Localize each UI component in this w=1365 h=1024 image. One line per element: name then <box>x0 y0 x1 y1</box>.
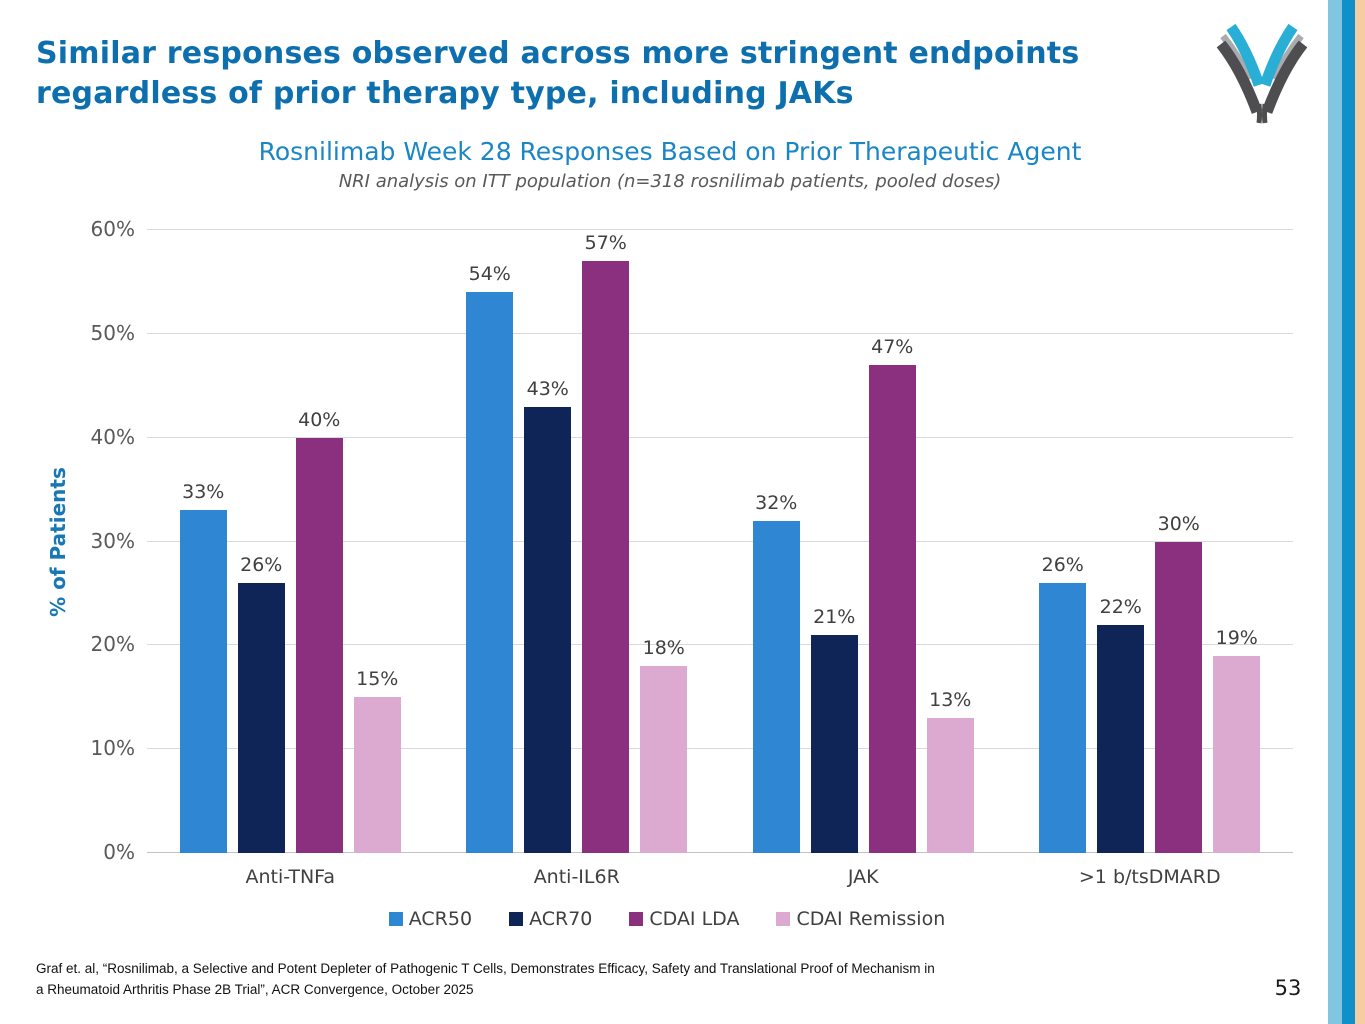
plot-area: 33% 26% 40% 15% 54% 43% 57% 18% 32% 21% 47% 13% 26% 2… <box>147 229 1293 853</box>
y-tick-label: 50% <box>90 320 135 345</box>
y-tick-label: 0% <box>103 840 135 864</box>
bar-value-label: 21% <box>813 605 856 628</box>
bar: 54% <box>466 263 514 853</box>
bar: 13% <box>926 689 974 853</box>
gridline <box>147 229 1293 230</box>
legend-label: ACR70 <box>529 908 593 930</box>
company-logo-icon <box>1216 23 1308 124</box>
page-title: Similar responses observed across more s… <box>36 34 1201 113</box>
chart-title: Rosnilimab Week 28 Responses Based on Pr… <box>258 137 1082 166</box>
y-ticks: 0% 10% 20% 30% 40% 50% 60% <box>20 217 135 864</box>
legend-swatch-icon <box>388 912 403 926</box>
x-category-label: >1 b/tsDMARD <box>1078 866 1221 888</box>
bar: 43% <box>524 378 572 853</box>
x-category-label: JAK <box>847 866 879 888</box>
bar-value-label: 33% <box>182 481 225 504</box>
bar-groups: 33% 26% 40% 15% 54% 43% 57% 18% 32% 21% 47% 13% 26% 2… <box>147 230 1293 853</box>
y-tick-label: 30% <box>90 528 135 553</box>
y-tick-label: 10% <box>90 736 135 761</box>
gridline <box>147 852 1293 853</box>
legend-swatch-icon <box>776 912 791 926</box>
page-number: 53 <box>1274 976 1302 1000</box>
gridline <box>147 436 1293 438</box>
bar-value-label: 30% <box>1157 512 1200 535</box>
bar-value-label: 18% <box>642 637 685 660</box>
bar-group: 33% 26% 40% 15% <box>147 230 434 853</box>
bar-value-label: 13% <box>929 689 972 712</box>
page-title-line1: Similar responses observed across more s… <box>36 36 1080 71</box>
bar: 15% <box>353 668 401 853</box>
gridline <box>147 748 1293 750</box>
bar: 33% <box>179 481 227 853</box>
edge-stripe-tan <box>1355 0 1365 1024</box>
edge-stripe-blue <box>1342 0 1355 1024</box>
page-title-line2: regardless of prior therapy type, includ… <box>36 75 854 111</box>
x-category-label: Anti-IL6R <box>533 866 620 888</box>
bar: 22% <box>1097 596 1145 853</box>
bar: 32% <box>752 492 800 853</box>
bar-value-label: 57% <box>584 232 627 255</box>
bar: 21% <box>810 606 858 853</box>
x-axis-categories: Anti-TNFa Anti-IL6R JAK >1 b/tsDMARD <box>147 866 1293 888</box>
legend-item: ACR70 <box>509 908 592 930</box>
legend-swatch-icon <box>629 912 644 926</box>
x-category-label: Anti-TNFa <box>245 866 336 888</box>
bar: 18% <box>640 637 688 853</box>
legend-item: CDAI Remission <box>776 908 945 930</box>
legend-swatch-icon <box>509 912 524 926</box>
bar-value-label: 26% <box>1041 554 1084 577</box>
y-tick-label: 60% <box>90 217 135 241</box>
bar: 30% <box>1155 513 1203 853</box>
bar-value-label: 40% <box>298 408 341 431</box>
y-tick-label: 20% <box>90 632 135 657</box>
footer-citation: Graf et. al, “Rosnilimab, a Selective an… <box>36 959 1186 1001</box>
legend-label: CDAI Remission <box>796 908 946 930</box>
bar-value-label: 54% <box>468 263 511 286</box>
bar: 40% <box>295 409 343 853</box>
bar-value-label: 43% <box>526 377 569 400</box>
bar-value-label: 26% <box>240 554 283 577</box>
y-tick-label: 40% <box>90 424 135 449</box>
gridline <box>147 332 1293 334</box>
edge-stripe-light-blue <box>1328 0 1342 1024</box>
bar-group: 32% 21% 47% 13% <box>720 230 1007 853</box>
legend-item: ACR50 <box>388 908 473 930</box>
bar-group: 54% 43% 57% 18% <box>434 230 721 853</box>
gridline <box>147 540 1293 542</box>
chart-legend: ACR50 ACR70 CDAI LDA CDAI Remission <box>0 908 1334 930</box>
gridline <box>147 644 1293 646</box>
chart-subtitle: NRI analysis on ITT population (n=318 ro… <box>338 171 1002 192</box>
bar: 47% <box>868 336 916 853</box>
legend-label: CDAI LDA <box>649 908 740 930</box>
footer-citation-line2: a Rheumatoid Arthritis Phase 2B Trial”, … <box>36 981 474 997</box>
footer-citation-line1: Graf et. al, “Rosnilimab, a Selective an… <box>36 961 935 976</box>
edge-stripes <box>1328 0 1365 1024</box>
bar-value-label: 22% <box>1099 595 1142 618</box>
bar-value-label: 47% <box>871 335 914 358</box>
legend-label: ACR50 <box>408 908 473 930</box>
bar-value-label: 32% <box>755 491 798 514</box>
bar-value-label: 15% <box>356 668 399 691</box>
bar: 19% <box>1213 627 1261 853</box>
legend-item: CDAI LDA <box>629 908 739 930</box>
bar: 57% <box>582 232 630 853</box>
bar-value-label: 19% <box>1215 626 1258 649</box>
bar-group: 26% 22% 30% 19% <box>1007 230 1294 853</box>
bar: 26% <box>237 554 285 853</box>
bar: 26% <box>1039 554 1087 853</box>
